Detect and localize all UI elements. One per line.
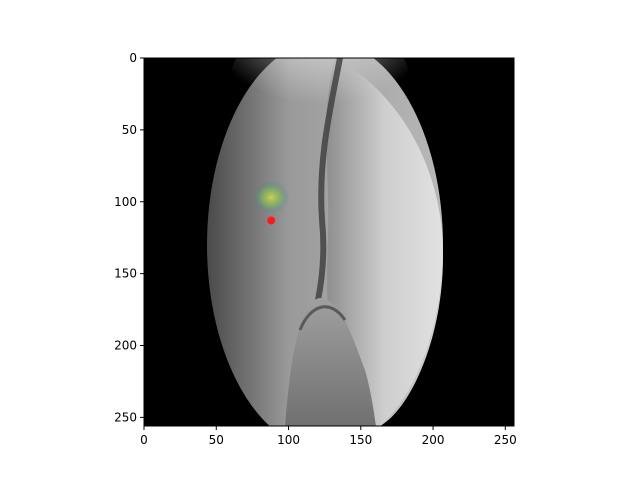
y-tick-label: 150 (114, 267, 137, 281)
bottom-edge (298, 305, 347, 331)
right-lobe (326, 58, 444, 426)
top-glow (230, 58, 410, 140)
x-tick-label: 100 (277, 433, 300, 447)
x-tick-label: 50 (209, 433, 224, 447)
y-axis-ticks: 0 50 100 150 200 250 (114, 51, 144, 424)
central-fissure (315, 58, 343, 301)
x-tick-label: 0 (140, 433, 148, 447)
y-tick-label: 0 (129, 51, 137, 65)
x-tick-label: 200 (422, 433, 445, 447)
bottom-structure (285, 298, 376, 426)
axes-frame (143, 57, 515, 427)
y-tick-label: 200 (114, 339, 137, 353)
marker-point (267, 216, 276, 225)
x-tick-label: 150 (349, 433, 372, 447)
y-tick-label: 250 (114, 410, 137, 424)
y-tick-label: 50 (122, 123, 137, 137)
x-tick-label: 250 (494, 433, 517, 447)
mri-image (144, 58, 514, 426)
heatmap-region (253, 181, 290, 214)
y-tick-label: 100 (114, 195, 137, 209)
x-axis-ticks: 0 50 100 150 200 250 (140, 426, 517, 447)
